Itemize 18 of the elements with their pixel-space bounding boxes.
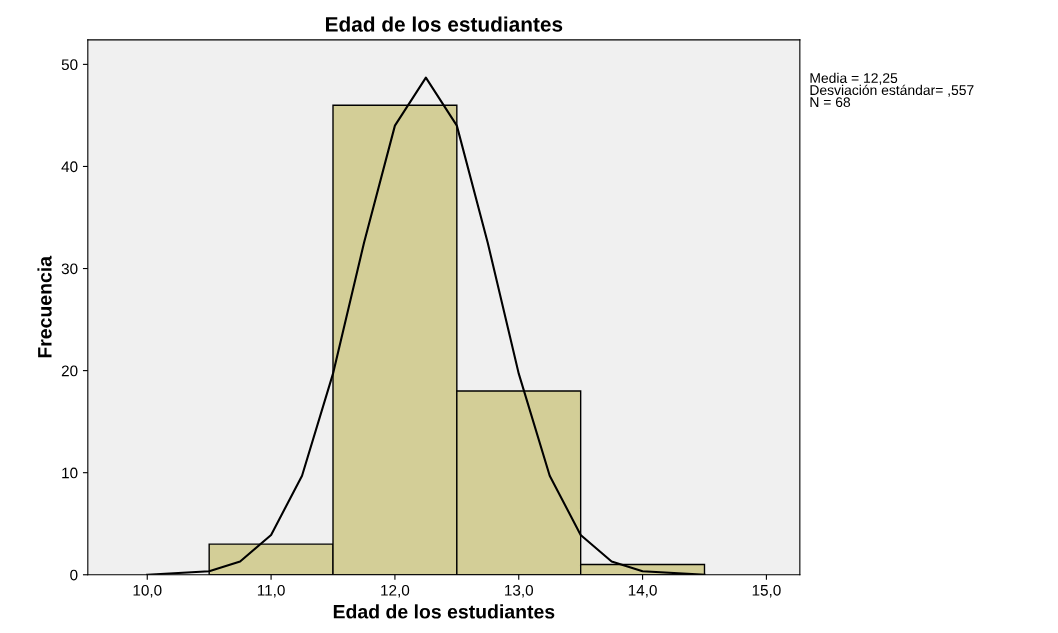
x-tick-label: 13,0: [505, 584, 534, 598]
text: Media = 12,25: [810, 72, 898, 85]
y-axis-title: Frecuencia: [37, 255, 52, 358]
y-tick-label: 30: [61, 263, 78, 275]
x-axis-title: Edad de los estudiantes: [333, 604, 555, 619]
x-tick-label: 14,0: [628, 584, 657, 598]
text: N = 68: [810, 97, 851, 108]
y-tick-label: 40: [61, 161, 78, 173]
text: Desviación estándar= ,557: [810, 84, 974, 97]
y-tick-label: 0: [70, 569, 78, 581]
x-tick-label: 10,0: [133, 584, 162, 598]
chart-title: Edad de los estudiantes: [325, 16, 563, 32]
y-tick-label: 20: [61, 365, 78, 377]
x-tick-label: 12,0: [381, 584, 410, 598]
x-tick-label: 15,0: [752, 584, 781, 598]
y-tick-label: 10: [62, 467, 78, 479]
x-tick-label: 11,0: [257, 584, 285, 598]
y-tick-label: 50: [61, 59, 78, 71]
